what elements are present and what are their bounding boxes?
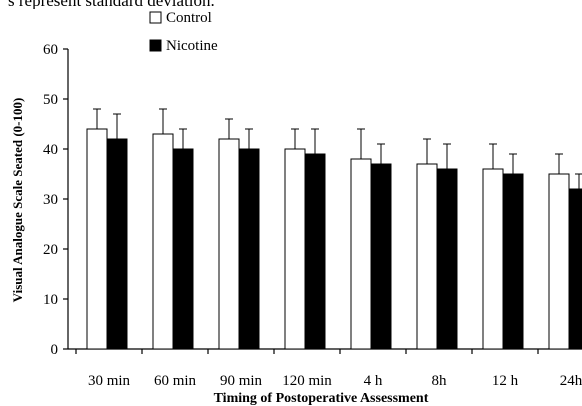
legend-label-nicotine: Nicotine <box>166 38 218 54</box>
y-axis: 0 10 20 30 40 50 60 <box>43 42 69 358</box>
bar-control <box>152 133 174 350</box>
bar-nicotine <box>568 188 582 350</box>
legend-swatch-control <box>149 11 162 24</box>
y-tick-label: 10 <box>43 292 58 308</box>
bar-control <box>548 173 570 350</box>
bar-nicotine <box>106 138 128 350</box>
bar-control <box>416 163 438 350</box>
legend: Control Nicotine <box>149 10 218 54</box>
legend-label-control: Control <box>166 10 212 26</box>
y-tick-label: 40 <box>43 142 58 158</box>
y-tick-label: 60 <box>43 42 58 58</box>
y-tick-label: 0 <box>51 342 59 358</box>
bar-control <box>482 168 504 350</box>
x-tick-label: 12 h <box>492 373 519 389</box>
bar-control <box>284 148 306 350</box>
x-tick-label: 90 min <box>220 373 263 389</box>
x-axis-label: Timing of Postoperative Assessment <box>214 391 429 406</box>
bar-control <box>350 158 372 350</box>
bars <box>86 108 582 350</box>
x-tick-label: 60 min <box>154 373 197 389</box>
y-tick-label: 50 <box>43 92 58 108</box>
bar-nicotine <box>436 168 458 350</box>
x-axis: 30 min 60 min 90 min 120 min 4 h 8h 12 h 24h <box>68 348 582 389</box>
legend-swatch-nicotine <box>149 39 162 52</box>
x-tick-label: 4 h <box>364 373 383 389</box>
bar-nicotine <box>502 173 524 350</box>
bar-control <box>86 128 108 350</box>
y-tick-label: 20 <box>43 242 58 258</box>
x-tick-label: 24h <box>560 373 582 389</box>
x-tick-label: 30 min <box>88 373 131 389</box>
y-tick-label: 30 <box>43 192 58 208</box>
caption-fragment: s represent standard deviation. <box>0 0 582 9</box>
bar-control <box>218 138 240 350</box>
bar-nicotine <box>370 163 392 350</box>
x-tick-label: 8h <box>432 373 448 389</box>
bar-nicotine <box>304 153 326 350</box>
y-axis-label: Visual Analogue Scale Seated (0-100) <box>10 98 25 303</box>
bar-nicotine <box>172 148 194 350</box>
x-tick-label: 120 min <box>282 373 332 389</box>
bar-nicotine <box>238 148 260 350</box>
